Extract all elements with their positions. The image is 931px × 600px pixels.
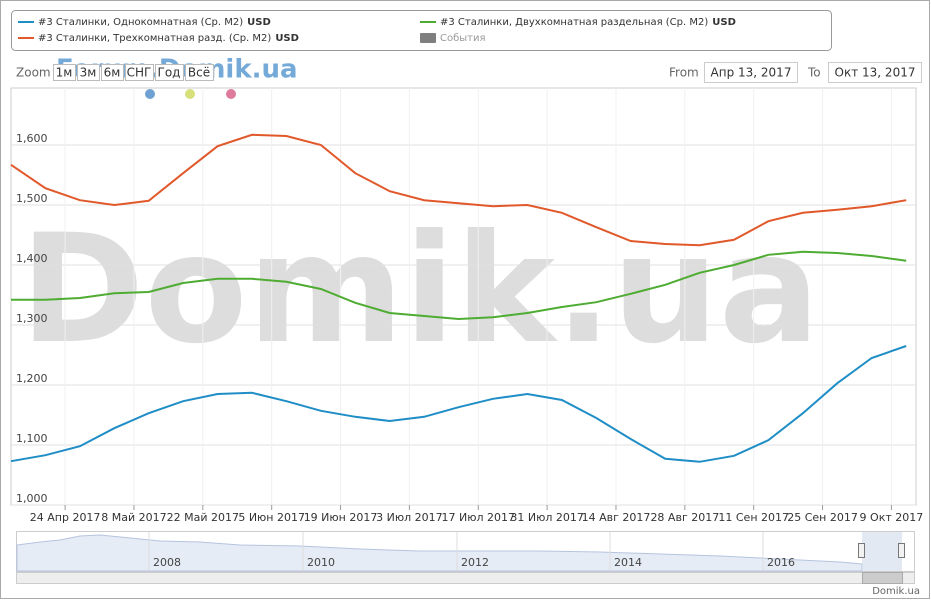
flag-dot[interactable] [145,89,155,99]
from-label: From [669,66,699,80]
x-tick-label: 3 Июл 2017 [376,511,443,524]
legend-swatch [420,33,436,43]
series-line [11,250,907,321]
navigator-year: 2014 [614,556,642,569]
y-tick-label: 1,200 [16,372,48,385]
zoom-button[interactable] [77,64,100,81]
legend-unit[interactable]: USD [275,33,299,44]
y-tick-label: 1,500 [16,192,48,205]
from-input[interactable] [704,62,798,83]
x-tick-label: 5 Июн 2017 [238,511,305,524]
x-tick-label: 9 Окт 2017 [860,511,924,524]
x-tick-label: 24 Апр 2017 [30,511,101,524]
to-label: To [807,66,821,80]
navigator-handle[interactable] [898,543,905,558]
x-tick-label: 11 Сен 2017 [718,511,789,524]
legend-unit[interactable]: USD [247,17,271,28]
y-tick-label: 1,100 [16,432,48,445]
flag-dot[interactable] [185,89,195,99]
legend-item[interactable]: #3 Сталинки, Трехкомнатная разд. (Ср. M2… [38,33,299,44]
zoom-button-label[interactable]: Год [158,66,181,80]
legend-item[interactable]: События [440,33,486,44]
zoom-label: Zoom [16,66,51,80]
zoom-button-label[interactable]: СНГ [127,66,152,80]
to-value[interactable]: Окт 13, 2017 [835,66,916,80]
legend-item[interactable]: #3 Сталинки, Двухкомнатная раздельная (С… [440,17,736,28]
zoom-button[interactable] [101,64,124,81]
zoom-button-label[interactable]: 6м [104,66,121,80]
x-tick-label: 17 Июл 2017 [441,511,515,524]
x-tick-label: 19 Июн 2017 [304,511,378,524]
x-tick-label: 14 Авг 2017 [582,511,651,524]
y-tick-label: 1,300 [16,312,48,325]
navigator-year: 2016 [767,556,795,569]
navigator-mask[interactable] [862,532,902,571]
legend-name[interactable]: #3 Сталинки, Однокомнатная (Ср. M2) [38,17,243,28]
zoom-button-label[interactable]: Всё [188,66,210,80]
navigator-year: 2010 [307,556,335,569]
zoom-button-label[interactable]: 1м [56,66,73,80]
navigator-handle[interactable] [858,543,865,558]
zoom-button[interactable] [53,64,76,81]
legend-box [11,10,832,51]
watermark: Domik.ua [20,203,820,377]
credit: Domik.ua [872,586,920,597]
navigator-year: 2012 [461,556,489,569]
scrollbar[interactable] [16,572,915,584]
y-tick-label: 1,400 [16,252,48,265]
zoom-button[interactable] [125,64,154,81]
series-line [10,133,907,247]
legend-name[interactable]: #3 Сталинки, Двухкомнатная раздельная (С… [440,17,708,28]
y-tick-label: 1,600 [16,132,48,145]
x-tick-label: 8 Май 2017 [101,511,166,524]
flag-dot[interactable] [226,89,236,99]
y-tick-label: 1,000 [16,492,48,505]
from-value[interactable]: Апр 13, 2017 [711,66,792,80]
legend-name[interactable]: #3 Сталинки, Трехкомнатная разд. (Ср. M2… [38,33,271,44]
x-tick-label: 22 Май 2017 [167,511,239,524]
series-line [10,345,907,463]
navigator-year: 2008 [153,556,181,569]
zoom-button[interactable] [185,64,214,81]
legend-item[interactable]: #3 Сталинки, Однокомнатная (Ср. M2) USD [38,17,271,28]
x-tick-label: 28 Авг 2017 [650,511,719,524]
legend-unit[interactable]: USD [712,17,736,28]
zoom-button[interactable] [155,64,184,81]
x-tick-label: 25 Сен 2017 [787,511,858,524]
to-input[interactable] [828,62,922,83]
legend-name[interactable]: События [440,33,486,44]
x-tick-label: 31 Июл 2017 [510,511,584,524]
zoom-button-label[interactable]: 3м [80,66,97,80]
navigator-area [16,534,863,572]
scrollbar-thumb[interactable] [862,572,903,584]
